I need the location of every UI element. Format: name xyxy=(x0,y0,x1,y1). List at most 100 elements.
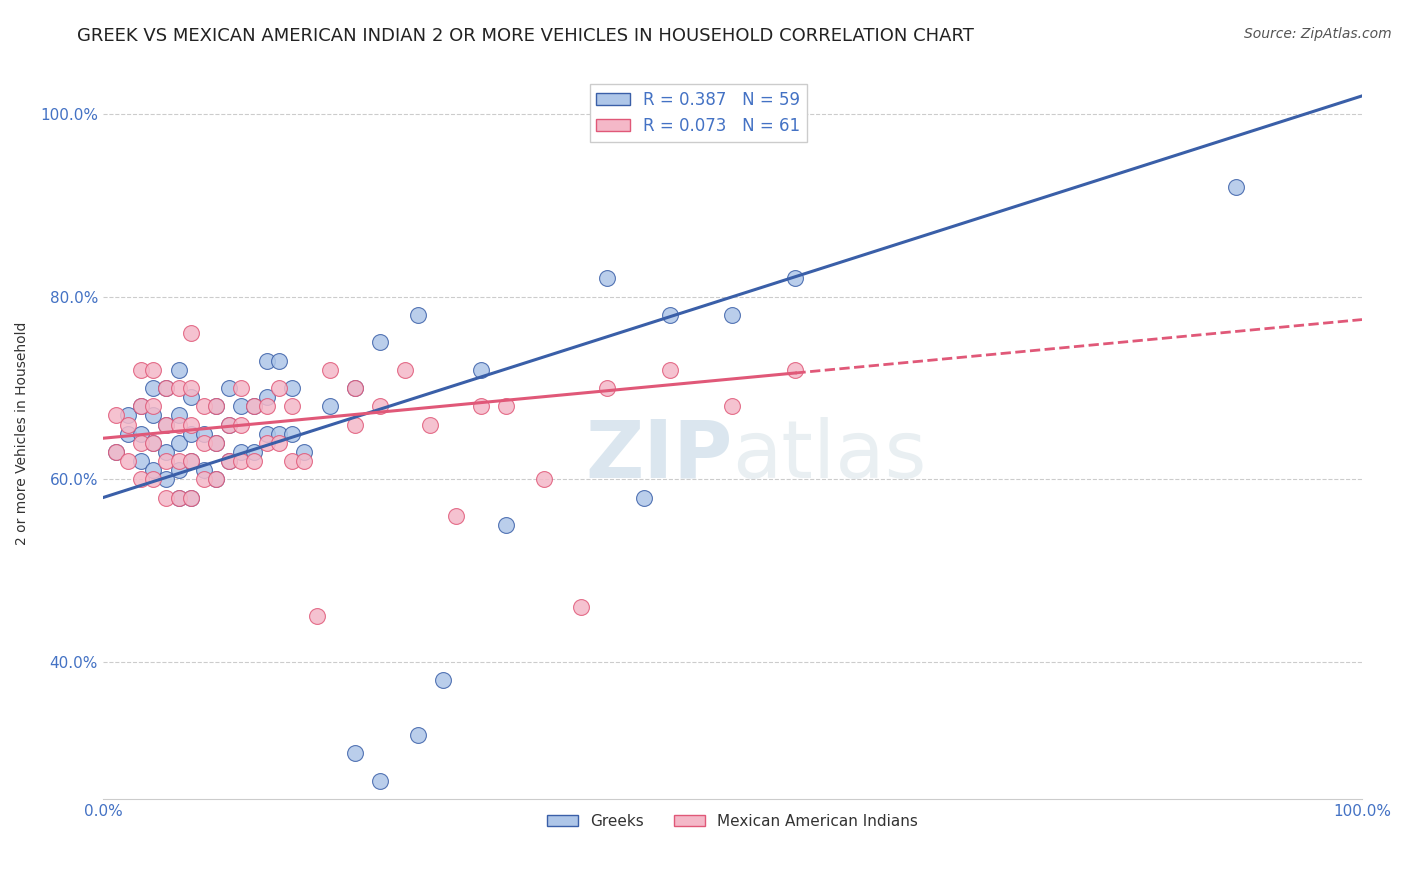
Point xyxy=(633,491,655,505)
Point xyxy=(155,417,177,432)
Point xyxy=(129,363,152,377)
Point xyxy=(142,381,165,395)
Point xyxy=(205,399,228,413)
Point xyxy=(343,746,366,760)
Point xyxy=(256,390,278,404)
Point xyxy=(231,381,253,395)
Point xyxy=(343,417,366,432)
Point xyxy=(104,409,127,423)
Point xyxy=(167,463,190,477)
Point xyxy=(533,472,555,486)
Point xyxy=(218,454,240,468)
Point xyxy=(721,308,744,322)
Point xyxy=(281,426,304,441)
Point xyxy=(269,381,291,395)
Point xyxy=(243,445,266,459)
Point xyxy=(269,435,291,450)
Point xyxy=(129,435,152,450)
Point xyxy=(167,491,190,505)
Point xyxy=(444,508,467,523)
Point xyxy=(117,417,139,432)
Point xyxy=(180,491,202,505)
Point xyxy=(180,491,202,505)
Point xyxy=(1225,180,1247,194)
Point xyxy=(167,435,190,450)
Point xyxy=(155,381,177,395)
Point xyxy=(155,454,177,468)
Point xyxy=(256,435,278,450)
Point xyxy=(495,518,517,533)
Point xyxy=(142,399,165,413)
Point xyxy=(231,454,253,468)
Point xyxy=(180,426,202,441)
Point xyxy=(406,308,429,322)
Point xyxy=(470,363,492,377)
Point xyxy=(193,426,215,441)
Point xyxy=(432,673,454,688)
Point xyxy=(256,399,278,413)
Point xyxy=(318,363,340,377)
Point xyxy=(167,381,190,395)
Point xyxy=(167,491,190,505)
Text: atlas: atlas xyxy=(733,417,927,494)
Point xyxy=(281,454,304,468)
Point xyxy=(205,435,228,450)
Point xyxy=(193,435,215,450)
Point xyxy=(218,381,240,395)
Point xyxy=(205,472,228,486)
Point xyxy=(318,399,340,413)
Point xyxy=(180,417,202,432)
Point xyxy=(129,472,152,486)
Point xyxy=(167,363,190,377)
Point xyxy=(117,409,139,423)
Point xyxy=(281,381,304,395)
Point xyxy=(419,417,441,432)
Point xyxy=(142,435,165,450)
Point xyxy=(595,381,617,395)
Point xyxy=(243,454,266,468)
Point xyxy=(180,326,202,341)
Point xyxy=(231,417,253,432)
Point xyxy=(155,445,177,459)
Point xyxy=(368,335,391,350)
Point xyxy=(193,472,215,486)
Point xyxy=(142,409,165,423)
Point xyxy=(495,399,517,413)
Point xyxy=(218,454,240,468)
Point xyxy=(167,417,190,432)
Point xyxy=(180,381,202,395)
Point xyxy=(231,399,253,413)
Point xyxy=(129,399,152,413)
Point xyxy=(368,773,391,788)
Text: ZIP: ZIP xyxy=(585,417,733,494)
Point xyxy=(142,363,165,377)
Point xyxy=(281,399,304,413)
Point xyxy=(243,399,266,413)
Point xyxy=(243,399,266,413)
Point xyxy=(294,445,316,459)
Legend: Greeks, Mexican American Indians: Greeks, Mexican American Indians xyxy=(541,808,924,835)
Point xyxy=(343,381,366,395)
Point xyxy=(205,399,228,413)
Point xyxy=(269,426,291,441)
Point xyxy=(205,435,228,450)
Point xyxy=(117,454,139,468)
Point xyxy=(104,445,127,459)
Point xyxy=(218,417,240,432)
Point xyxy=(595,271,617,285)
Point xyxy=(193,399,215,413)
Point xyxy=(104,445,127,459)
Point xyxy=(658,363,681,377)
Point xyxy=(256,426,278,441)
Point xyxy=(142,463,165,477)
Point xyxy=(658,308,681,322)
Point xyxy=(294,454,316,468)
Point xyxy=(142,472,165,486)
Point xyxy=(406,728,429,742)
Point xyxy=(256,353,278,368)
Point xyxy=(155,491,177,505)
Point xyxy=(129,454,152,468)
Point xyxy=(269,353,291,368)
Point xyxy=(117,426,139,441)
Point xyxy=(129,426,152,441)
